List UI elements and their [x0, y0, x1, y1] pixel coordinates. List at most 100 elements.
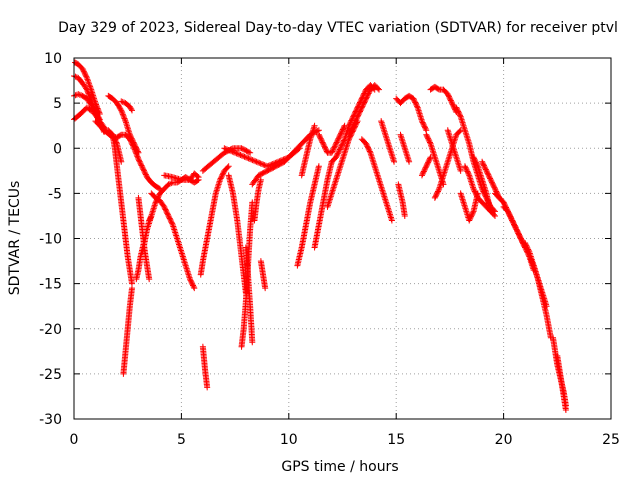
- data-point-marker: [363, 95, 370, 102]
- data-point-marker: [336, 133, 343, 140]
- data-point-marker: [471, 156, 478, 163]
- data-point-marker: [257, 176, 264, 183]
- data-point-marker: [334, 150, 341, 157]
- data-point-marker: [163, 209, 170, 216]
- data-point-marker: [86, 92, 93, 99]
- data-point-marker: [136, 158, 143, 165]
- data-point-marker: [528, 258, 535, 265]
- data-point-marker: [111, 135, 118, 142]
- data-point-marker: [135, 149, 142, 156]
- data-point-marker: [490, 211, 497, 218]
- data-point-marker: [244, 154, 251, 161]
- series-arc-32: [345, 82, 383, 138]
- data-point-marker: [276, 158, 283, 165]
- data-point-marker: [246, 155, 253, 162]
- data-point-marker: [247, 149, 254, 156]
- data-point-marker: [224, 164, 231, 171]
- data-point-marker: [491, 184, 498, 191]
- data-point-marker: [526, 253, 533, 260]
- data-point-marker: [525, 246, 532, 253]
- data-point-marker: [420, 122, 427, 129]
- data-point-marker: [424, 160, 431, 167]
- data-point-marker: [155, 185, 162, 192]
- data-point-marker: [128, 135, 135, 142]
- data-point-marker: [118, 158, 125, 165]
- data-point-marker: [118, 98, 125, 105]
- data-point-marker: [134, 147, 141, 154]
- data-point-marker: [525, 247, 532, 254]
- series-arc-25: [221, 145, 303, 170]
- data-point-marker: [365, 145, 372, 152]
- data-point-marker: [317, 134, 324, 141]
- data-point-marker: [512, 223, 519, 230]
- data-point-marker: [424, 134, 431, 141]
- data-point-marker: [134, 154, 141, 161]
- data-point-marker: [128, 285, 135, 292]
- data-point-marker: [236, 151, 243, 158]
- data-point-marker: [470, 185, 477, 192]
- data-point-marker: [82, 70, 89, 77]
- data-point-marker: [355, 112, 362, 119]
- data-point-marker: [507, 214, 514, 221]
- data-point-marker: [426, 155, 433, 162]
- data-point-marker: [262, 285, 269, 292]
- data-point-marker: [269, 161, 276, 168]
- data-point-marker: [138, 162, 145, 169]
- y-tick-label: 10: [44, 51, 62, 67]
- series-arc-26: [294, 163, 322, 269]
- data-point-marker: [526, 254, 533, 261]
- data-point-marker: [332, 142, 339, 149]
- data-point-marker: [449, 100, 456, 107]
- data-point-marker: [515, 231, 522, 238]
- data-point-marker: [160, 202, 167, 209]
- data-point-marker: [218, 172, 225, 179]
- data-point-marker: [84, 89, 91, 96]
- data-point-marker: [335, 149, 342, 156]
- y-tick-label: -25: [39, 367, 62, 383]
- data-point-marker: [224, 146, 231, 153]
- data-points: [71, 59, 569, 413]
- series-arc-45: [461, 163, 499, 219]
- data-point-marker: [333, 140, 340, 147]
- data-point-marker: [473, 160, 480, 167]
- data-point-marker: [412, 100, 419, 107]
- data-point-marker: [161, 203, 168, 210]
- data-point-marker: [256, 159, 263, 166]
- data-point-marker: [506, 212, 513, 219]
- data-point-marker: [241, 153, 248, 160]
- series-arc-38: [423, 131, 447, 188]
- data-point-marker: [355, 111, 362, 118]
- axis-ticks: 0 5 10 15 20 25 -30 -25 -20 -15 -10 -5 0 5 10: [39, 51, 620, 448]
- data-point-marker: [358, 104, 365, 111]
- data-point-marker: [364, 144, 371, 151]
- data-point-marker: [331, 143, 338, 150]
- data-point-marker: [447, 96, 454, 103]
- x-axis-label: GPS time / hours: [281, 459, 398, 475]
- y-tick-label: -10: [39, 232, 62, 248]
- data-point-marker: [127, 133, 134, 140]
- data-point-marker: [238, 152, 245, 159]
- data-point-marker: [464, 168, 471, 175]
- data-point-marker: [329, 148, 336, 155]
- data-point-marker: [529, 259, 536, 266]
- data-point-marker: [242, 154, 249, 161]
- data-point-marker: [83, 85, 90, 92]
- data-point-marker: [316, 133, 323, 140]
- x-tick-label: 20: [495, 432, 513, 448]
- data-point-marker: [360, 102, 367, 109]
- data-point-marker: [328, 149, 335, 156]
- data-point-marker: [166, 215, 173, 222]
- data-point-marker: [513, 226, 520, 233]
- data-point-marker: [418, 172, 425, 179]
- data-point-marker: [329, 147, 336, 154]
- data-point-marker: [425, 158, 432, 165]
- data-point-marker: [492, 212, 499, 219]
- data-point-marker: [195, 174, 202, 181]
- data-point-marker: [250, 157, 257, 164]
- data-point-marker: [469, 211, 476, 218]
- data-point-marker: [472, 159, 479, 166]
- series-arc-23: [257, 258, 269, 292]
- data-point-marker: [523, 242, 530, 249]
- data-point-marker: [350, 122, 357, 129]
- data-point-marker: [472, 191, 479, 198]
